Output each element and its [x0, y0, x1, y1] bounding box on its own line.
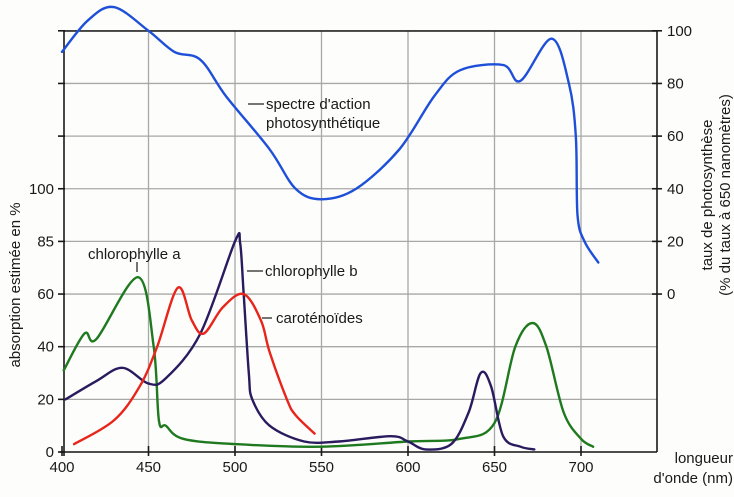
y-right-axis-title-line2: (% du taux à 650 nanomètres) [717, 94, 734, 296]
y-right-tick-label: 20 [667, 233, 684, 250]
data-curves [60, 5, 600, 451]
y-left-tick-label: 100 [29, 181, 54, 198]
x-axis-title-line2: d'onde (nm) [653, 470, 733, 487]
y-right-axis-title-line1: taux de photosynthèse [699, 120, 716, 271]
label-carotenoides: caroténoïdes [276, 310, 363, 327]
label-action-spectrum-line2: photosynthétique [266, 115, 380, 132]
y-left-tick-label: 0 [46, 444, 54, 461]
x-tick-label: 450 [136, 459, 161, 476]
y-left-axis-title: absorption estimée en % [7, 202, 24, 367]
y-left-tick-label: 85 [37, 233, 54, 250]
series-carot-no-des [72, 286, 316, 446]
series-chlorophylle-a [62, 276, 595, 448]
x-tick-label: 550 [309, 459, 334, 476]
x-axis-title-line1: longueur [675, 450, 733, 467]
label-action-spectrum-line1: spectre d'action [266, 96, 371, 113]
axes [58, 29, 662, 456]
series-chlorophylle-b [64, 231, 536, 451]
y-right-tick-label: 100 [667, 23, 692, 40]
annotation-leaders [136, 103, 272, 319]
x-tick-label: 700 [568, 459, 593, 476]
tick-labels: 400 450 500 550 600 650 700 0 20 40 60 85 100 0 20 40 60… [29, 23, 692, 476]
grid-lines [64, 30, 657, 453]
y-right-tick-label: 0 [667, 286, 675, 303]
y-left-tick-label: 20 [37, 391, 54, 408]
x-tick-label: 650 [482, 459, 507, 476]
y-right-tick-label: 40 [667, 181, 684, 198]
y-left-tick-label: 60 [37, 286, 54, 303]
y-right-tick-label: 60 [667, 128, 684, 145]
label-chlorophylle-a: chlorophylle a [88, 246, 181, 263]
x-tick-label: 500 [222, 459, 247, 476]
series-spectre-d-action-photosynth-tique [60, 5, 600, 264]
y-right-tick-label: 80 [667, 75, 684, 92]
x-tick-label: 400 [49, 459, 74, 476]
x-tick-label: 600 [395, 459, 420, 476]
y-left-tick-label: 40 [37, 339, 54, 356]
label-chlorophylle-b: chlorophylle b [265, 263, 358, 280]
